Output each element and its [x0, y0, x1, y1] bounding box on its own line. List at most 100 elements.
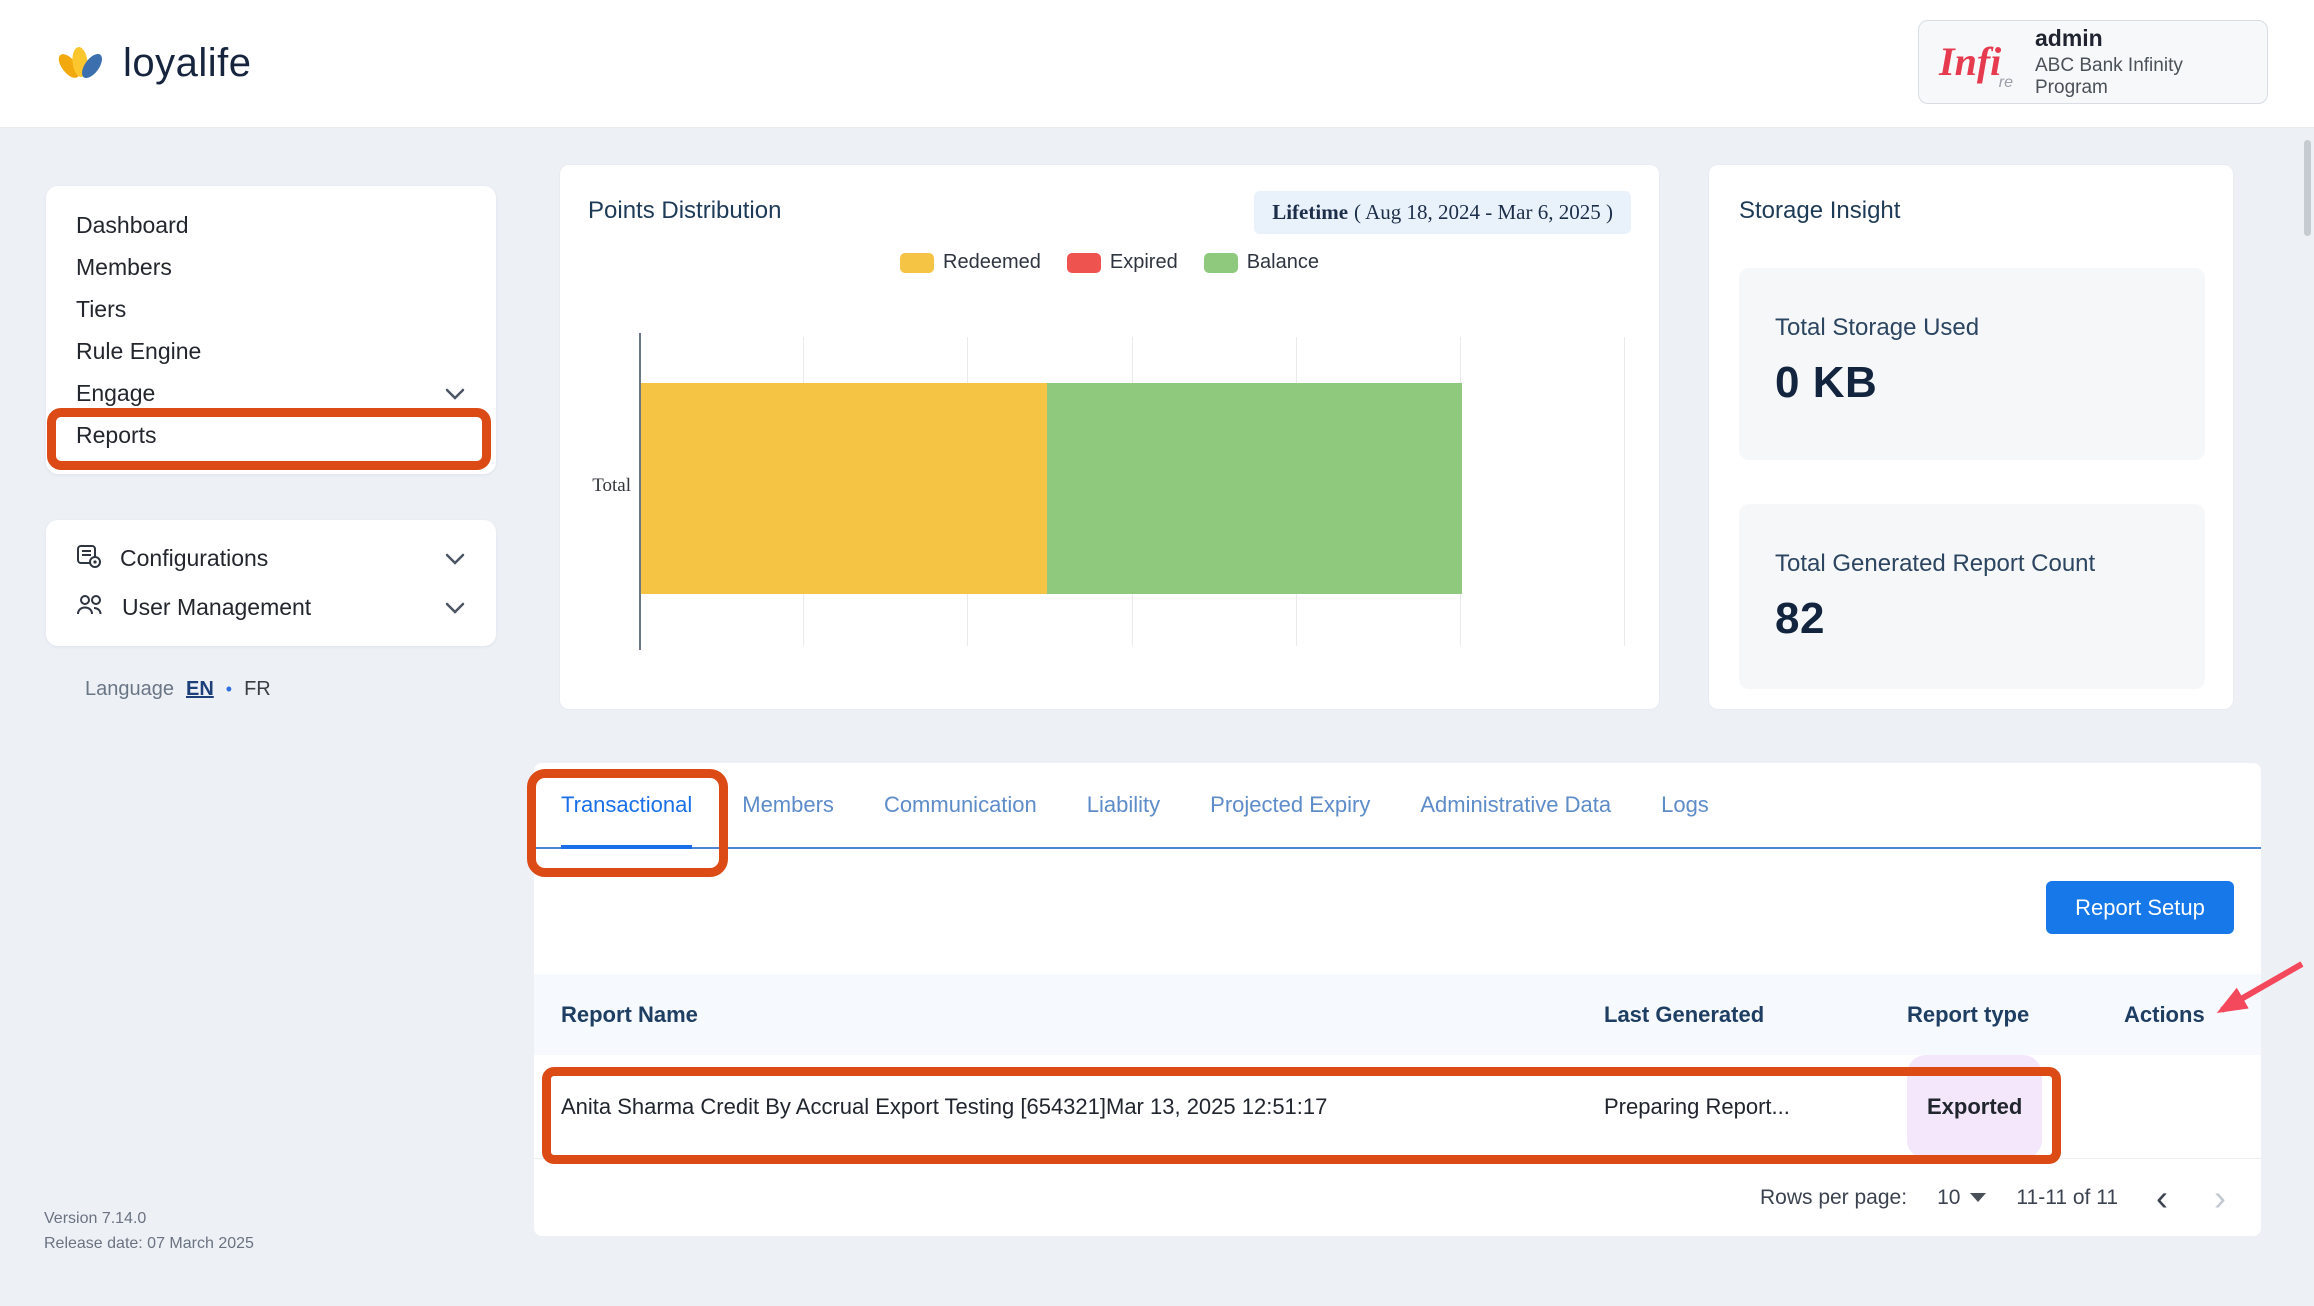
- sidebar-item-label: Members: [76, 253, 172, 280]
- chevron-down-icon: [444, 380, 466, 407]
- storage-insight-card: Storage Insight Total Storage Used 0 KB …: [1708, 164, 2234, 710]
- configurations-icon: [76, 543, 102, 575]
- legend-label: Redeemed: [943, 251, 1041, 273]
- legend-item-balance[interactable]: Balance: [1203, 251, 1319, 274]
- metric-value: 0 KB: [1775, 358, 1878, 407]
- tab-members[interactable]: Members: [742, 792, 834, 817]
- table-header-row: Report Name Last Generated Report type A…: [534, 974, 2261, 1055]
- top-header: loyalife Infi re admin ABC Bank Infinity…: [0, 0, 2314, 127]
- total-storage-used-box: Total Storage Used 0 KB: [1739, 268, 2205, 460]
- sidebar-item-label: Reports: [76, 421, 157, 448]
- balance-swatch-icon: [1203, 252, 1238, 273]
- legend-item-redeemed[interactable]: Redeemed: [900, 251, 1041, 274]
- column-actions[interactable]: Actions: [2124, 1001, 2205, 1027]
- dropdown-caret-icon: [1970, 1193, 1987, 1202]
- category-label: Total: [592, 475, 631, 496]
- tab-liability[interactable]: Liability: [1086, 792, 1161, 817]
- tab-logs[interactable]: Logs: [1661, 792, 1709, 817]
- infinire-logo-sub: re: [1998, 74, 2013, 91]
- expired-swatch-icon: [1066, 252, 1101, 273]
- sidebar-config-card: Configurations User Management: [46, 520, 496, 646]
- account-program-name: ABC Bank Infinity Program: [2035, 55, 2183, 98]
- lifetime-period-badge[interactable]: Lifetime( Aug 18, 2024 - Mar 6, 2025 ): [1254, 191, 1631, 234]
- generated-report-count-box: Total Generated Report Count 82: [1739, 504, 2205, 689]
- sidebar-item-label: Rule Engine: [76, 337, 202, 364]
- rows-per-page-select[interactable]: 10: [1937, 1185, 1987, 1210]
- stacked-bar-chart: Total: [592, 333, 1626, 650]
- legend-label: Balance: [1246, 251, 1319, 273]
- users-icon: [76, 592, 104, 624]
- metric-label: Total Generated Report Count: [1775, 550, 2096, 577]
- release-date: Release date: 07 March 2025: [44, 1235, 254, 1252]
- tab-transactional[interactable]: Transactional: [561, 763, 693, 849]
- report-setup-button[interactable]: Report Setup: [2046, 881, 2234, 934]
- storage-card-title: Storage Insight: [1739, 197, 1901, 224]
- report-tabs: Transactional Members Communication Liab…: [534, 763, 2261, 849]
- bar-segment-balance[interactable]: [1047, 383, 1462, 594]
- loyalife-flower-icon: [53, 38, 109, 89]
- points-card-title: Points Distribution: [588, 197, 782, 224]
- column-report-name[interactable]: Report Name: [561, 1001, 698, 1027]
- period-name: Lifetime: [1272, 200, 1349, 224]
- brand-wordmark: loyalife: [123, 41, 252, 85]
- sidebar-item-label: Tiers: [76, 295, 127, 322]
- sidebar-item-user-management[interactable]: User Management: [46, 583, 496, 632]
- cell-report-name: Anita Sharma Credit By Accrual Export Te…: [561, 1094, 1328, 1119]
- sidebar-item-rule-engine[interactable]: Rule Engine: [46, 330, 496, 372]
- redeemed-swatch-icon: [900, 252, 935, 273]
- table-row[interactable]: Anita Sharma Credit By Accrual Export Te…: [534, 1055, 2261, 1159]
- bar-segment-redeemed[interactable]: [641, 383, 1048, 594]
- sidebar-item-members[interactable]: Members: [46, 246, 496, 288]
- rows-per-page-value: 10: [1937, 1185, 1961, 1209]
- sidebar-item-reports[interactable]: Reports: [46, 414, 496, 456]
- loyalife-logo[interactable]: loyalife: [53, 0, 252, 127]
- language-option-fr[interactable]: FR: [244, 678, 271, 700]
- next-page-icon[interactable]: ›: [2214, 1176, 2226, 1218]
- pagination-range: 11-11 of 11: [2016, 1185, 2118, 1209]
- legend-label: Expired: [1109, 251, 1178, 273]
- sidebar-item-label: Dashboard: [76, 211, 189, 238]
- sidebar-item-engage[interactable]: Engage: [46, 372, 496, 414]
- infinire-logo: Infi re: [1939, 34, 2019, 91]
- sidebar-item-label: Configurations: [120, 545, 269, 571]
- metric-value: 82: [1775, 594, 1825, 643]
- sidebar-item-label: Engage: [76, 379, 156, 406]
- status-badge-exported: Exported: [1907, 1055, 2043, 1159]
- legend-item-expired[interactable]: Expired: [1066, 251, 1178, 274]
- account-text-block: admin ABC Bank Infinity Program: [2035, 25, 2247, 99]
- cell-last-generated: Preparing Report...: [1604, 1094, 1790, 1119]
- period-range: ( Aug 18, 2024 - Mar 6, 2025 ): [1354, 200, 1613, 224]
- tab-administrative-data[interactable]: Administrative Data: [1420, 792, 1612, 817]
- points-distribution-card: Points Distribution Lifetime( Aug 18, 20…: [559, 164, 1660, 710]
- chevron-down-icon: [444, 594, 466, 621]
- version-info: Version 7.14.0 Release date: 07 March 20…: [44, 1206, 254, 1256]
- rows-per-page-label: Rows per page:: [1759, 1185, 1908, 1209]
- version-number: Version 7.14.0: [44, 1210, 147, 1227]
- scrollbar-thumb[interactable]: [2304, 140, 2311, 236]
- previous-page-icon[interactable]: ‹: [2156, 1176, 2168, 1218]
- chart-legend: Redeemed Expired Balance: [560, 251, 1659, 274]
- column-last-generated[interactable]: Last Generated: [1604, 1001, 1765, 1027]
- chevron-down-icon: [444, 545, 466, 572]
- y-axis-line: [639, 333, 641, 650]
- metric-label: Total Storage Used: [1775, 314, 1980, 341]
- account-card[interactable]: Infi re admin ABC Bank Infinity Program: [1918, 20, 2268, 104]
- total-points-bar: [641, 383, 1626, 594]
- tab-communication[interactable]: Communication: [883, 792, 1037, 817]
- sidebar-item-label: User Management: [122, 594, 312, 620]
- language-label: Language: [85, 678, 174, 700]
- language-option-en[interactable]: EN: [185, 678, 214, 700]
- account-username: admin: [2035, 25, 2103, 51]
- tab-projected-expiry[interactable]: Projected Expiry: [1210, 792, 1371, 817]
- sidebar-nav-card: Dashboard Members Tiers Rule Engine Enga…: [46, 186, 496, 474]
- infinire-logo-text: Infi: [1939, 39, 2002, 84]
- reports-panel: Transactional Members Communication Liab…: [534, 763, 2261, 1236]
- sidebar-item-configurations[interactable]: Configurations: [46, 534, 496, 583]
- table-pagination: Rows per page: 10 11-11 of 11 ‹ ›: [1760, 1159, 2234, 1236]
- sidebar-item-tiers[interactable]: Tiers: [46, 288, 496, 330]
- chart-gridline: [1624, 337, 1625, 646]
- column-report-type[interactable]: Report type: [1907, 1001, 2030, 1027]
- language-separator: •: [225, 679, 233, 699]
- sidebar-item-dashboard[interactable]: Dashboard: [46, 204, 496, 246]
